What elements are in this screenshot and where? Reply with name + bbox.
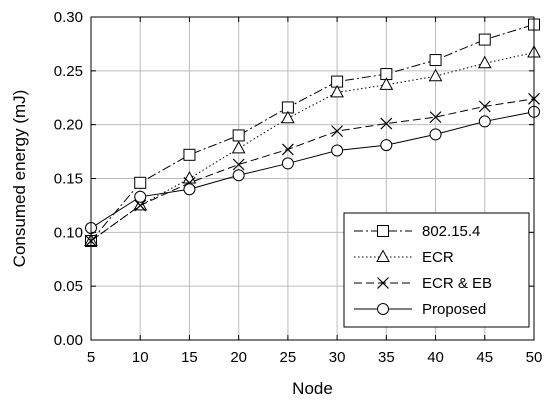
x-marker-stroke: [331, 125, 344, 138]
legend-label-ecr: ECR: [422, 249, 454, 266]
data-point-802-15-4: [183, 148, 196, 161]
legend-item-802-15-4: 802.15.4: [354, 223, 480, 240]
series-line-802-15-4: [90, 24, 535, 242]
legend-marker-ecr-eb: [377, 277, 389, 289]
tick-marks: [90, 16, 535, 341]
legend-marker-proposed: [377, 303, 389, 315]
x-tick-label: 35: [378, 349, 395, 366]
x-marker-stroke: [281, 143, 294, 156]
data-point-ecr: [281, 110, 295, 124]
data-point-ecr: [428, 68, 443, 82]
legend-item-ecr: ECR: [354, 249, 454, 266]
legend-label-proposed: Proposed: [422, 301, 486, 318]
data-point-802-15-4: [429, 54, 442, 67]
data-point-ecr: [330, 84, 344, 98]
data-point-ecr-eb: [380, 117, 393, 130]
x-tick-label: 45: [476, 349, 493, 366]
data-point-proposed: [232, 169, 245, 182]
x-tick-label: 20: [230, 349, 247, 366]
data-point-ecr-eb: [281, 143, 294, 156]
data-point-ecr-eb: [232, 158, 245, 171]
series-line-proposed: [90, 111, 535, 229]
series-layer: [84, 18, 541, 247]
legend-label-ecr-eb: ECR & EB: [422, 275, 492, 292]
x-marker-stroke: [134, 199, 147, 212]
x-tick-label: 10: [132, 349, 149, 366]
x-marker-stroke: [478, 100, 491, 113]
y-tick-label: 0.20: [54, 117, 83, 134]
data-point-ecr: [379, 77, 394, 90]
x-marker-stroke: [429, 111, 442, 124]
x-marker-stroke: [377, 277, 389, 289]
x-tick-label: 15: [181, 349, 198, 366]
data-point-proposed: [134, 190, 147, 203]
data-point-proposed: [281, 157, 294, 170]
series-ecr: [84, 44, 541, 246]
y-tick-label: 0.25: [54, 63, 83, 80]
x-tick-labels: 5 10 15 20 25 30 35 40 45 50: [87, 349, 543, 366]
x-tick-label: 50: [526, 349, 543, 366]
y-tick-label: 0.05: [54, 278, 83, 295]
x-marker-stroke: [232, 158, 245, 171]
data-point-proposed: [380, 139, 393, 152]
data-point-proposed: [331, 144, 344, 157]
data-point-ecr-eb: [478, 100, 491, 113]
y-tick-label: 0.00: [54, 332, 83, 349]
legend-marker-ecr: [376, 249, 390, 262]
x-tick-label: 40: [427, 349, 444, 366]
data-point-802-15-4: [134, 176, 147, 189]
legend-marker-802-15-4: [377, 225, 389, 237]
series-ecr-eb: [85, 92, 540, 247]
x-tick-label: 30: [329, 349, 346, 366]
x-tick-label: 5: [87, 349, 95, 366]
legend-label-802-15-4: 802.15.4: [422, 223, 480, 240]
x-tick-label: 25: [280, 349, 297, 366]
x-axis-label: Node: [292, 379, 333, 398]
legend-item-ecr-eb: ECR & EB: [354, 275, 492, 292]
series-802-15-4: [85, 18, 540, 247]
x-marker-stroke: [380, 117, 393, 130]
data-point-ecr: [231, 140, 246, 154]
y-tick-label: 0.30: [54, 9, 83, 26]
data-point-ecr-eb: [429, 111, 442, 124]
legend-item-proposed: Proposed: [354, 301, 486, 318]
legend: 802.15.4 ECR ECR & EB Proposed: [343, 212, 530, 328]
data-point-802-15-4: [232, 129, 245, 142]
data-point-ecr: [182, 170, 197, 184]
y-tick-labels: 0.00 0.05 0.10 0.15 0.20 0.25 0.30: [54, 9, 83, 349]
data-point-802-15-4: [478, 33, 491, 46]
legend-box: [343, 212, 530, 328]
series-line-ecr-eb: [90, 98, 535, 242]
data-point-ecr: [477, 55, 492, 69]
y-tick-label: 0.10: [54, 224, 83, 241]
y-axis-label: Consumed energy (mJ): [10, 90, 29, 268]
data-point-ecr-eb: [134, 199, 147, 212]
data-point-ecr-eb: [331, 125, 344, 138]
series-line-ecr: [90, 52, 535, 242]
data-point-proposed: [183, 183, 196, 196]
data-point-proposed: [429, 128, 442, 141]
y-tick-label: 0.15: [54, 171, 83, 188]
data-point-proposed: [478, 115, 491, 128]
